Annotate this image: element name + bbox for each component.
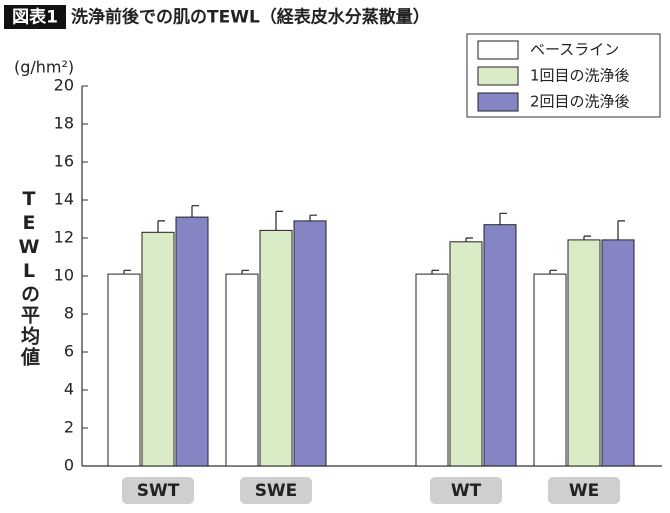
bar (483, 224, 517, 467)
error-bar (583, 235, 591, 240)
error-bar (465, 237, 473, 242)
badge: 図表1 (12, 7, 58, 28)
y-tick-label: 12 (54, 228, 74, 247)
bar (601, 239, 635, 467)
error-bar (241, 269, 249, 275)
y-unit: (g/hm²) (14, 58, 74, 77)
error-bar (275, 210, 283, 231)
y-tick-label: 0 (64, 456, 74, 475)
error-bar (431, 269, 439, 275)
y-tick-label: 14 (54, 190, 74, 209)
legend-label: 1回目の洗浄後 (530, 67, 630, 85)
y-tick-label: 8 (64, 304, 74, 323)
x-tick-label: WE (569, 481, 599, 501)
legend-swatch (477, 92, 519, 112)
error-bar (191, 205, 199, 218)
category-box (548, 477, 620, 504)
y-tick-label: 2 (64, 418, 74, 437)
bar (533, 273, 567, 467)
y-tick-label: 20 (54, 76, 74, 95)
bar (567, 239, 601, 467)
x-tick-label: SWE (255, 481, 298, 501)
bar (225, 273, 259, 467)
y-tick-label: 16 (54, 152, 74, 171)
category-box (430, 477, 502, 504)
x-tick-label: WT (451, 481, 482, 501)
legend-label: ベースライン (530, 41, 619, 59)
bar (107, 273, 141, 467)
y-axis-label: TEWLの平均値 (18, 188, 40, 368)
bar (175, 216, 209, 467)
error-bar (157, 220, 165, 233)
y-tick-label: 4 (64, 380, 74, 399)
bar (293, 220, 327, 467)
bar (141, 231, 175, 467)
error-bar (309, 214, 317, 221)
bar (449, 241, 483, 467)
y-tick-label: 6 (64, 342, 74, 361)
bar (259, 229, 293, 467)
error-bar (617, 220, 625, 240)
badge-box (4, 5, 66, 29)
legend-swatch (477, 66, 519, 86)
chart-title: 洗浄前後での肌のTEWL（経表皮水分蒸散量） (71, 7, 430, 28)
y-tick-label: 18 (54, 114, 74, 133)
y-tick-label: 10 (54, 266, 74, 285)
error-bar (549, 269, 557, 275)
error-bar (499, 212, 507, 225)
bar (415, 273, 449, 467)
legend-label: 2回目の洗浄後 (530, 93, 630, 111)
category-box (240, 477, 312, 504)
legend-swatch (477, 40, 519, 60)
x-tick-label: SWT (137, 481, 180, 501)
category-box (122, 477, 194, 504)
error-bar (123, 269, 131, 275)
